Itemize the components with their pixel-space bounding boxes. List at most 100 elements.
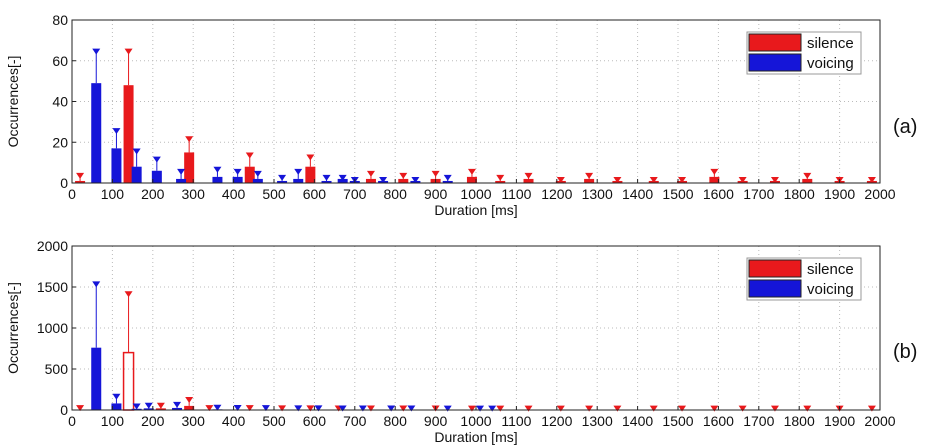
silence-bar	[184, 405, 195, 410]
x-tick-label: 1800	[784, 413, 815, 429]
silence-error-marker	[467, 405, 476, 412]
x-tick-label: 700	[343, 186, 367, 202]
silence-error-marker	[867, 405, 876, 412]
voicing-error-marker	[233, 168, 242, 175]
silence-error-marker	[678, 176, 687, 183]
silence-error-marker	[124, 291, 133, 298]
silence-error-marker	[496, 405, 505, 412]
silence-bar	[495, 180, 506, 183]
x-tick-label: 1800	[784, 186, 815, 202]
x-tick-label: 600	[303, 413, 327, 429]
x-tick-label: 1500	[662, 186, 693, 202]
legend-swatch-silence	[748, 33, 802, 52]
voicing-error-marker	[233, 405, 242, 412]
y-tick-label: 0	[60, 175, 68, 191]
silence-bar	[365, 178, 376, 183]
x-tick-label: 600	[303, 186, 327, 202]
silence-error-marker	[185, 136, 194, 143]
voicing-error-marker	[358, 405, 367, 412]
silence-bar	[584, 178, 595, 183]
x-tick-label: 0	[68, 413, 76, 429]
legend-label-silence: silence	[807, 35, 854, 52]
x-axis-label: Duration [ms]	[434, 429, 517, 445]
silence-error-marker	[585, 405, 594, 412]
y-tick-label: 2000	[37, 238, 68, 254]
panel-label-b: (b)	[893, 341, 917, 363]
silence-error-marker	[710, 405, 719, 412]
x-tick-label: 1000	[460, 186, 491, 202]
x-tick-label: 1700	[743, 186, 774, 202]
silence-bar	[709, 176, 720, 183]
silence-error-marker	[431, 170, 440, 177]
voicing-error-marker	[253, 170, 262, 177]
voicing-bar	[143, 408, 154, 410]
x-tick-label: 0	[68, 186, 76, 202]
axis-ticks: 0 100 200 300 400 500 600 700 800 900 1000 1100 1200…	[37, 238, 896, 429]
silence-error-marker	[366, 405, 375, 412]
voicing-error-marker	[261, 405, 270, 412]
x-tick-label: 300	[182, 186, 206, 202]
x-tick-label: 1300	[582, 186, 613, 202]
silence-bar	[802, 178, 813, 183]
legend-label-voicing: voicing	[807, 55, 854, 72]
x-tick-label: 1600	[703, 186, 734, 202]
x-tick-label: 1000	[460, 413, 491, 429]
x-tick-label: 2000	[864, 186, 895, 202]
voicing-error-marker	[443, 174, 452, 181]
voicing-error-marker	[92, 281, 101, 288]
voicing-error-marker	[387, 405, 396, 412]
x-tick-label: 200	[141, 186, 165, 202]
voicing-bar	[232, 176, 243, 183]
silence-bar	[122, 351, 135, 411]
voicing-error-marker	[411, 176, 420, 183]
silence-bar	[244, 166, 255, 183]
y-tick-label: 1000	[37, 320, 68, 336]
silence-error-marker	[710, 168, 719, 175]
silence-error-marker	[76, 405, 85, 412]
silence-error-marker	[649, 176, 658, 183]
y-axis-label: Occurrences[-]	[5, 56, 21, 148]
x-tick-label: 900	[424, 413, 448, 429]
silence-error-marker	[613, 176, 622, 183]
voicing-error-marker	[92, 48, 101, 55]
silence-error-marker	[245, 405, 254, 412]
voicing-error-marker	[407, 405, 416, 412]
silence-error-marker	[524, 172, 533, 179]
voicing-error-marker	[152, 156, 161, 163]
silence-bar	[466, 176, 477, 183]
legend-swatch-voicing	[748, 279, 802, 298]
x-tick-label: 1200	[541, 186, 572, 202]
x-tick-label: 100	[101, 186, 125, 202]
silence-error-marker	[678, 405, 687, 412]
x-axis-label: Duration [ms]	[434, 202, 517, 218]
voicing-error-marker	[338, 405, 347, 412]
y-tick-label: 0	[60, 402, 68, 418]
silence-error-marker	[738, 405, 747, 412]
silence-error-marker	[185, 396, 194, 403]
silence-error-marker	[205, 405, 214, 412]
silence-error-marker	[156, 402, 165, 409]
legend-swatch-silence	[748, 259, 802, 278]
silence-bar	[305, 166, 316, 183]
x-tick-label: 200	[141, 413, 165, 429]
silence-error-marker	[556, 176, 565, 183]
x-tick-label: 100	[101, 413, 125, 429]
voicing-error-marker	[314, 405, 323, 412]
x-tick-label: 1200	[541, 413, 572, 429]
voicing-bar	[252, 178, 263, 183]
x-tick-label: 1100	[501, 413, 531, 429]
silence-error-marker	[278, 405, 287, 412]
y-axis-label: Occurrences[-]	[5, 282, 21, 374]
voicing-bar	[277, 180, 288, 183]
chart-panel-a: 0 100 200 300 400 500 600 700 800 900 1000 1100 1200…	[5, 12, 917, 218]
voicing-error-marker	[144, 402, 153, 409]
x-tick-label: 1500	[662, 413, 693, 429]
y-tick-label: 60	[52, 53, 68, 69]
silence-error-marker	[245, 152, 254, 159]
silence-error-marker	[496, 174, 505, 181]
y-tick-label: 40	[52, 94, 68, 110]
voicing-bar	[91, 83, 102, 183]
silence-bar	[184, 152, 195, 183]
silence-error-marker	[556, 405, 565, 412]
